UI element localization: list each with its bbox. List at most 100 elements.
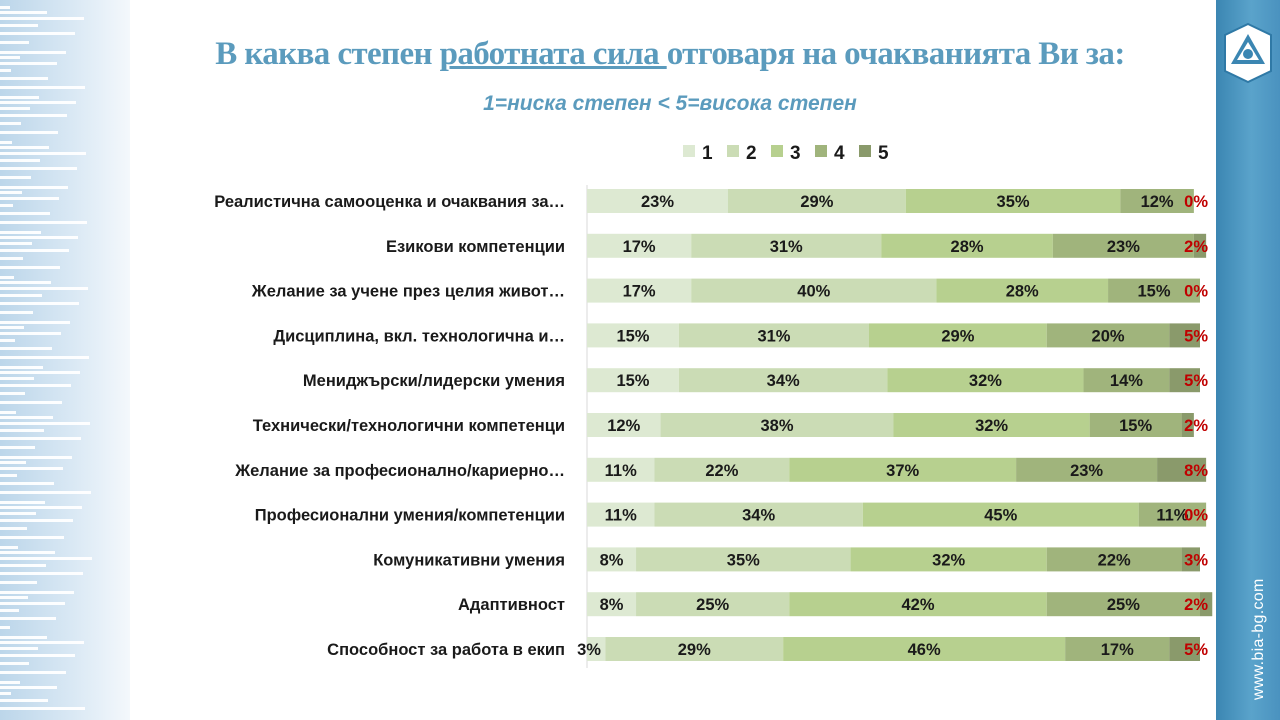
bar-segment (587, 413, 661, 437)
left-decorative-strip (0, 0, 130, 720)
data-label: 2% (1184, 596, 1208, 614)
bar-segment (1083, 368, 1170, 393)
bar-segment (893, 413, 1090, 437)
legend-label: 3 (790, 143, 801, 164)
data-label: 23% (1107, 238, 1140, 256)
data-label: 5% (1184, 372, 1208, 390)
bar-segment (678, 368, 888, 393)
data-label: 15% (1138, 283, 1171, 301)
legend-swatch (683, 145, 695, 157)
bar-segment (636, 547, 851, 572)
page-title: В каква степен работната сила отговаря н… (140, 36, 1200, 73)
data-label: 23% (641, 193, 674, 211)
data-label: 37% (886, 462, 919, 480)
bar-segment (936, 278, 1109, 303)
right-brand-bar (1216, 0, 1280, 720)
category-label: Дисциплина, вкл. технологична и… (273, 327, 565, 345)
bar-segment (887, 368, 1084, 393)
category-label: Комуникативни умения (373, 551, 565, 569)
chart-category-labels: Реалистична самооценка и очаквания за… 23… (214, 193, 1208, 659)
bar-segment (587, 592, 637, 617)
bar-segment (587, 637, 606, 661)
data-label: 5% (1184, 641, 1208, 659)
data-label: 29% (941, 327, 974, 345)
data-label: 0% (1184, 507, 1208, 525)
bar-segment (587, 547, 637, 572)
data-label: 32% (975, 417, 1008, 435)
bar-segment (654, 502, 863, 527)
data-label: 31% (770, 238, 803, 256)
bar-segment (1200, 592, 1213, 617)
title-part-end: отговаря на очакванията Ви за: (666, 36, 1126, 72)
bar-segment (678, 323, 869, 348)
data-label: 0% (1184, 193, 1208, 211)
bar-segment (1169, 368, 1200, 393)
category-label: Желание за учене през целия живот… (251, 283, 565, 301)
bar-segment (587, 457, 655, 482)
data-label: 17% (1101, 641, 1134, 659)
data-label: 35% (997, 193, 1030, 211)
bar-segment (1065, 637, 1170, 661)
legend-label: 5 (878, 143, 889, 164)
data-label: 15% (1119, 417, 1152, 435)
bar-segment (789, 457, 1017, 482)
bar-segment (1157, 457, 1207, 482)
data-label: 2% (1184, 238, 1208, 256)
bar-segment (868, 323, 1047, 348)
triangle-logo-icon (1224, 22, 1272, 84)
data-label: 0% (1184, 283, 1208, 301)
bar-segment (850, 547, 1047, 572)
data-label: 2% (1184, 417, 1208, 435)
bar-segment (636, 592, 790, 617)
data-label: 17% (623, 283, 656, 301)
bar-segment (783, 637, 1066, 661)
data-label: 17% (623, 238, 656, 256)
title-part-start: В каква степен (215, 36, 440, 72)
bar-segment (1181, 413, 1194, 437)
bar-segment (789, 592, 1047, 617)
data-label: 8% (1184, 462, 1208, 480)
data-label: 42% (902, 596, 935, 614)
bar-segment (1108, 278, 1200, 303)
data-label: 23% (1070, 462, 1103, 480)
bar-segment (862, 502, 1139, 527)
data-label: 22% (705, 462, 738, 480)
bar-segment (587, 323, 679, 348)
data-label: 11% (1156, 507, 1188, 525)
category-label: Технически/технологични компетенци (253, 417, 565, 435)
data-label: 45% (984, 507, 1017, 525)
data-label: 20% (1092, 327, 1125, 345)
bar-segment (691, 233, 882, 258)
legend-swatch (815, 145, 827, 157)
legend-label: 2 (746, 143, 757, 164)
chart-legend: 1 2 3 4 5 (683, 143, 889, 164)
data-label: 32% (969, 372, 1002, 390)
data-label: 25% (1107, 596, 1140, 614)
data-label: 8% (600, 596, 624, 614)
data-label: 11% (605, 507, 637, 525)
bar-segment (587, 278, 692, 303)
data-label: 25% (696, 596, 729, 614)
data-label: 35% (727, 551, 760, 569)
data-label: 28% (1006, 283, 1039, 301)
legend-swatch (727, 145, 739, 157)
data-label: 40% (797, 283, 830, 301)
bar-segment (587, 502, 655, 527)
bar-segment (905, 189, 1121, 213)
bar-segment (1046, 323, 1170, 348)
bar-segment (727, 189, 906, 213)
category-label: Мениджърски/лидерски умения (303, 372, 565, 390)
legend-label: 1 (702, 143, 713, 164)
bar-segment (1089, 413, 1182, 437)
bar-segment (881, 233, 1053, 258)
category-label: Желание за професионално/кариерно… (234, 462, 565, 480)
data-label: 32% (932, 551, 965, 569)
bar-segment (1046, 547, 1182, 572)
data-label: 3% (577, 641, 601, 659)
bar-segment (1046, 592, 1200, 617)
legend-swatch (771, 145, 783, 157)
bar-segment (1169, 323, 1200, 348)
data-label: 34% (742, 507, 775, 525)
data-label: 12% (1141, 193, 1174, 211)
